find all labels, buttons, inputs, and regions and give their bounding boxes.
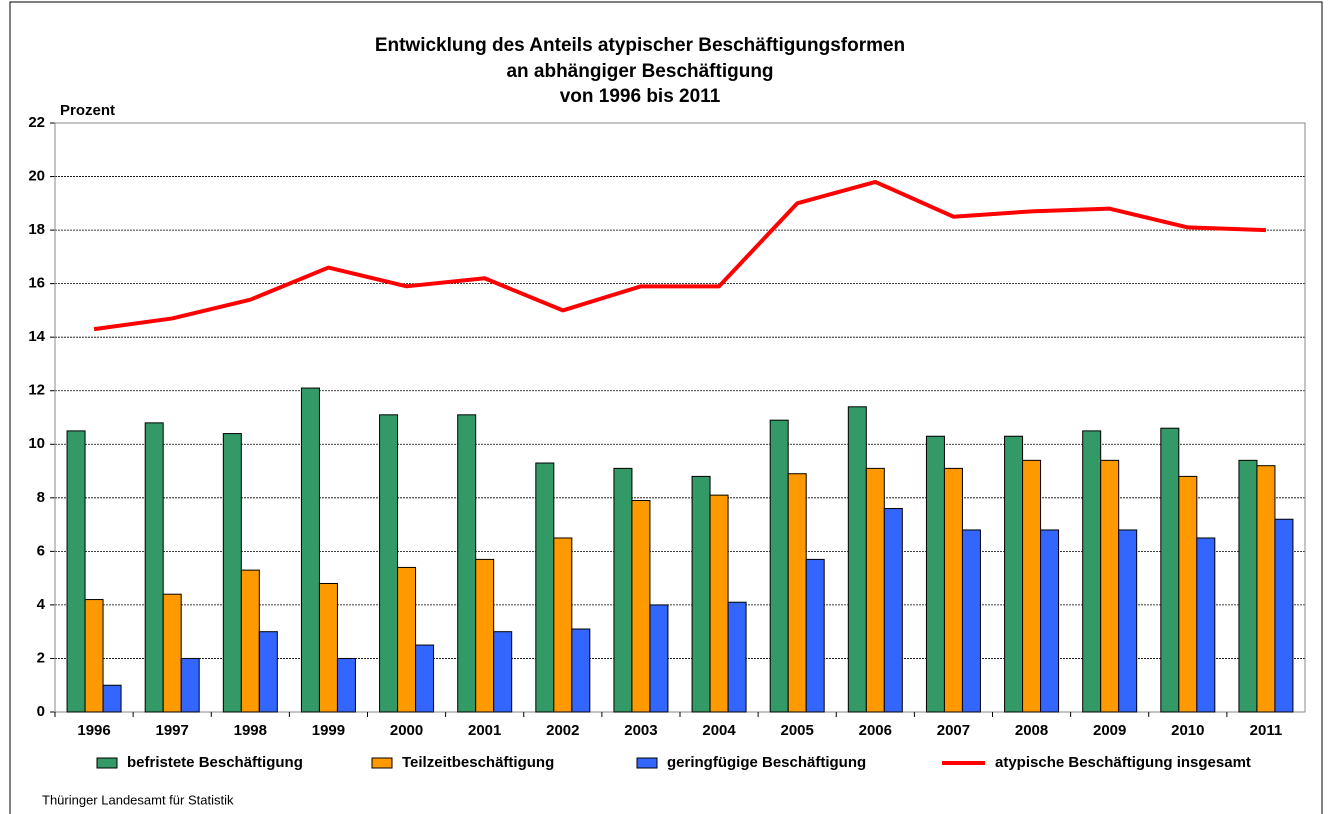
bar <box>553 537 573 713</box>
y-tick-label: 12 <box>28 382 45 399</box>
legend-label: atypische Beschäftigung insgesamt <box>995 754 1251 771</box>
bar <box>397 566 417 713</box>
x-tick-label: 2006 <box>859 722 892 739</box>
y-tick-label: 10 <box>28 435 45 452</box>
bar <box>1238 459 1258 713</box>
bar <box>535 462 555 713</box>
bar <box>709 494 729 713</box>
x-tick-label: 2000 <box>390 722 423 739</box>
source: Thüringer Landesamt für Statistik <box>42 792 234 807</box>
x-tick-label: 2002 <box>546 722 579 739</box>
legend-swatch <box>636 757 658 769</box>
bar <box>162 593 182 713</box>
bar <box>1022 459 1042 713</box>
bar <box>1256 465 1276 713</box>
y-tick-label: 4 <box>37 596 46 613</box>
bar <box>1178 475 1198 713</box>
bar <box>258 631 278 713</box>
bar <box>318 582 338 713</box>
bar <box>222 433 242 713</box>
y-tick-label: 8 <box>37 489 45 506</box>
bar <box>144 422 164 713</box>
y-tick-label: 22 <box>28 114 45 131</box>
bar <box>1082 430 1102 713</box>
bar <box>180 657 200 713</box>
bar <box>631 499 651 713</box>
y-tick-label: 16 <box>28 275 45 292</box>
bar <box>84 599 104 713</box>
x-tick-label: 2007 <box>937 722 970 739</box>
bar <box>805 558 825 713</box>
bar <box>925 435 945 713</box>
y-tick-label: 20 <box>28 168 45 185</box>
y-tick-label: 0 <box>37 703 45 720</box>
legend-swatch <box>96 757 118 769</box>
bar <box>415 644 435 713</box>
bar <box>66 430 86 713</box>
x-tick-label: 2004 <box>702 722 736 739</box>
bar <box>727 601 747 713</box>
bar <box>691 475 711 713</box>
line <box>93 179 1267 332</box>
x-tick-label: 2003 <box>624 722 657 739</box>
bar <box>865 467 885 713</box>
x-tick-label: 2008 <box>1015 722 1048 739</box>
bar <box>336 657 356 713</box>
y-axis-label: Prozent <box>60 102 115 119</box>
x-tick-label: 2010 <box>1171 722 1204 739</box>
bar <box>1160 427 1180 713</box>
bar <box>300 387 320 713</box>
x-tick-label: 2009 <box>1093 722 1126 739</box>
bar <box>769 419 789 713</box>
bar <box>943 467 963 713</box>
x-tick-label: 2005 <box>781 722 814 739</box>
bar <box>1118 529 1138 713</box>
bar <box>1004 435 1024 713</box>
bar <box>847 406 867 713</box>
x-tick-label: 1997 <box>156 722 189 739</box>
bar <box>613 467 633 713</box>
bar <box>787 473 807 713</box>
bar <box>1100 459 1120 713</box>
bar <box>457 414 477 713</box>
y-tick-label: 2 <box>37 649 45 666</box>
x-tick-label: 1999 <box>312 722 345 739</box>
bar <box>961 529 981 713</box>
y-tick-label: 6 <box>37 542 45 559</box>
x-tick-label: 2001 <box>468 722 501 739</box>
bar <box>883 508 903 713</box>
legend-swatch <box>371 757 393 769</box>
bar <box>379 414 399 713</box>
x-tick-label: 1996 <box>77 722 110 739</box>
x-tick-label: 1998 <box>234 722 267 739</box>
bar <box>571 628 591 713</box>
bar <box>102 684 122 713</box>
bar <box>1040 529 1060 713</box>
bar <box>1196 537 1216 713</box>
y-tick-label: 18 <box>28 221 45 238</box>
y-tick-label: 14 <box>28 328 45 345</box>
bar <box>649 604 669 713</box>
chart-title: Entwicklung des Anteils atypischer Besch… <box>375 35 905 56</box>
bar <box>493 631 513 713</box>
legend-label: geringfügige Beschäftigung <box>667 754 866 771</box>
chart-title: an abhängiger Beschäftigung <box>506 61 773 82</box>
legend-label: befristete Beschäftigung <box>127 754 303 771</box>
chart-title: von 1996 bis 2011 <box>560 86 721 107</box>
bar <box>240 569 260 713</box>
legend-label: Teilzeitbeschäftigung <box>402 754 554 771</box>
x-tick-label: 2011 <box>1250 722 1283 739</box>
bar <box>475 558 495 713</box>
chart-frame <box>9 1 1323 814</box>
bar <box>1274 518 1294 713</box>
